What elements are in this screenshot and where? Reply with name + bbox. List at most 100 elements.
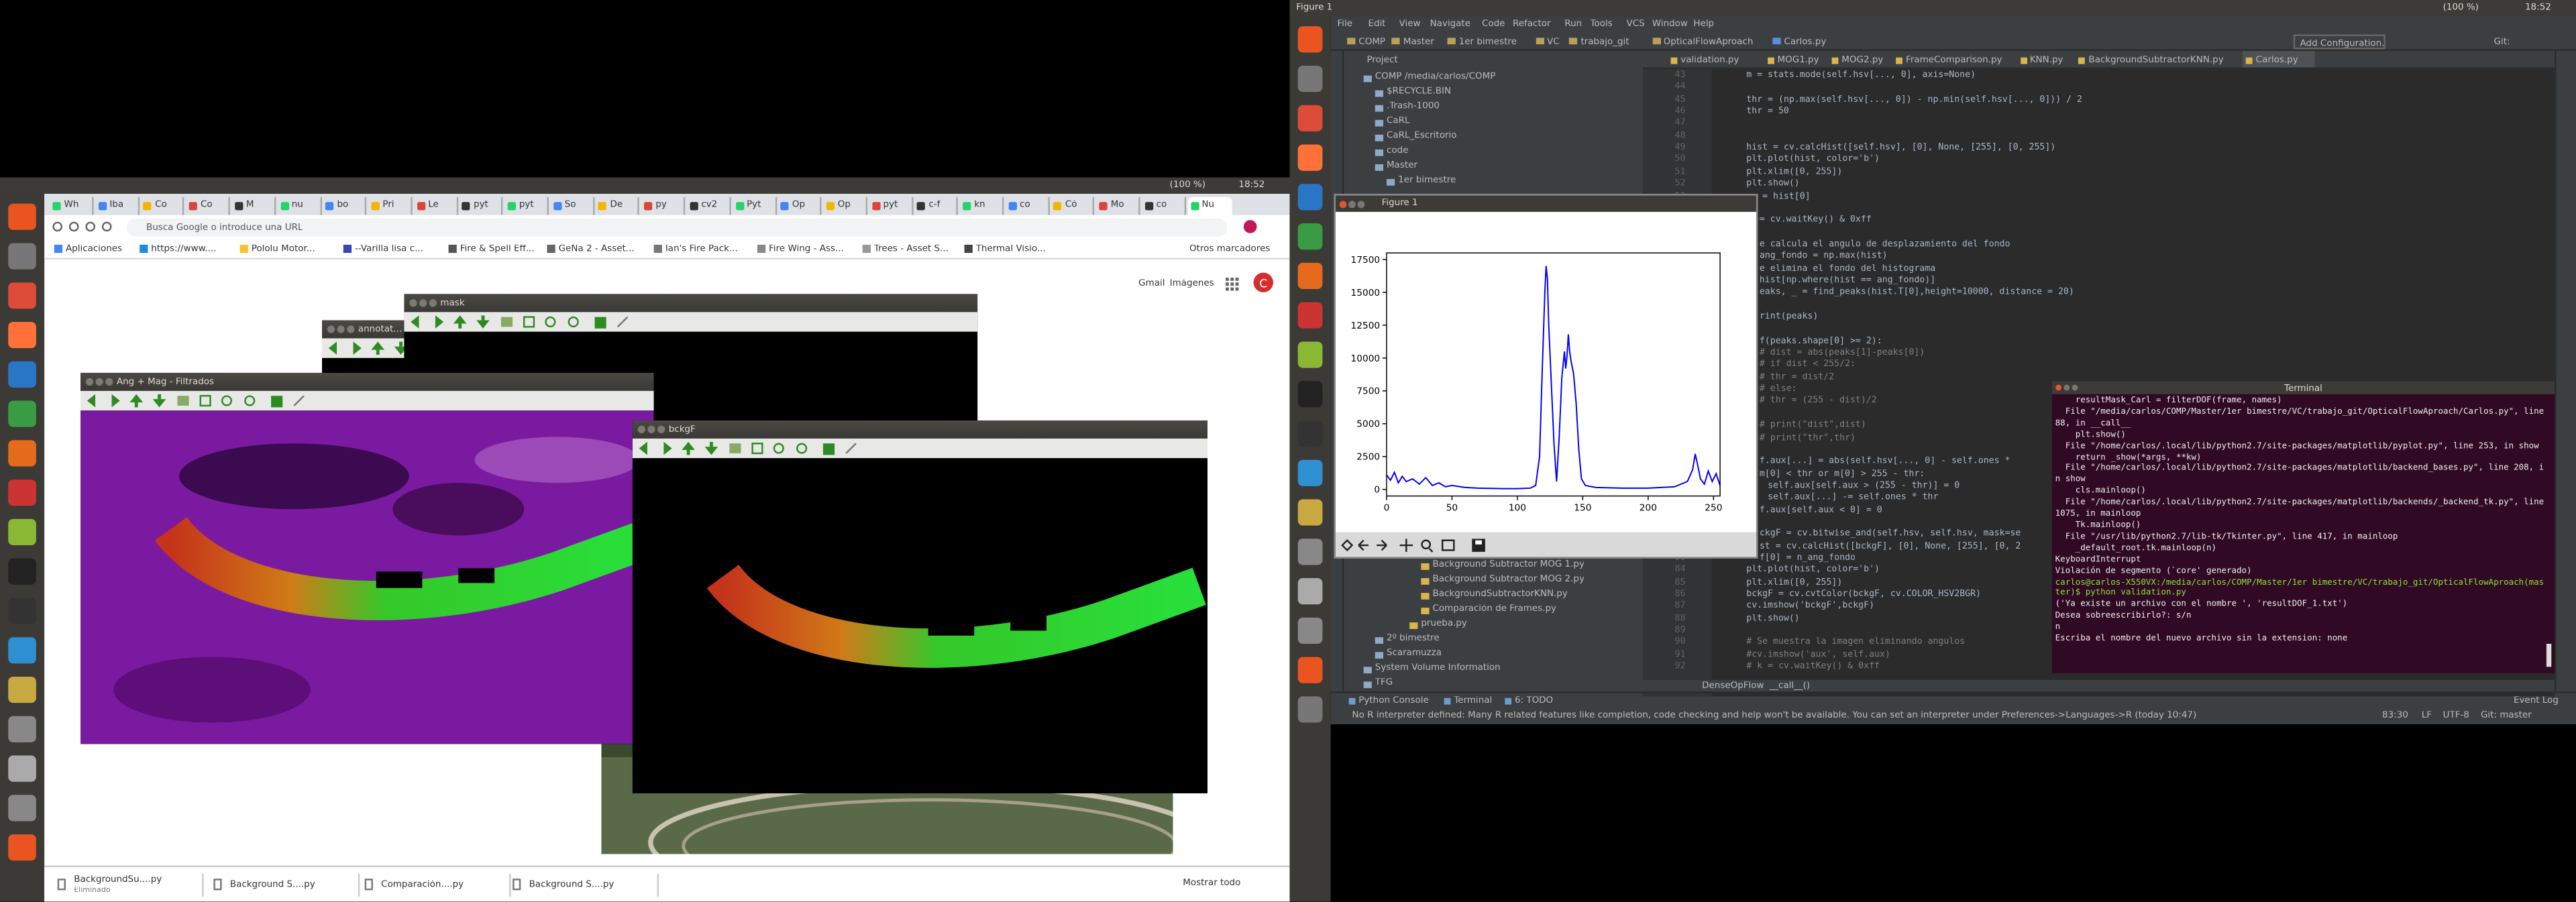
browser-tab[interactable] [1005, 196, 1050, 215]
launcher-icon[interactable] [1297, 539, 1323, 565]
download-name[interactable]: Comparación....py [381, 880, 464, 891]
tree-item[interactable]: Comparación de Frames.py [1432, 604, 1556, 614]
editor-tab[interactable]: KNN.py [2017, 51, 2072, 67]
browser-tab[interactable] [140, 196, 185, 215]
bookmark[interactable]: Trees - Asset S... [873, 244, 949, 255]
extension-icon[interactable] [1243, 220, 1257, 233]
breadcrumb-class[interactable]: DenseOpFlow [1702, 681, 1764, 692]
launcher-icon[interactable] [8, 203, 36, 230]
other-bookmarks[interactable]: Otros marcadores [1189, 244, 1271, 255]
launcher-icon[interactable] [8, 795, 36, 822]
launcher-icon[interactable] [8, 598, 36, 624]
launcher-icon[interactable] [8, 755, 36, 782]
launcher-icon[interactable] [8, 834, 36, 861]
browser-tab[interactable] [641, 196, 686, 215]
menu-item[interactable]: Tools [1590, 19, 1613, 30]
menu-item[interactable]: Help [1693, 19, 1715, 30]
browser-tab[interactable] [277, 196, 321, 215]
browser-tab[interactable] [504, 196, 549, 215]
bookmark[interactable]: Ian's Fire Pack... [665, 244, 738, 255]
menu-item[interactable]: Code [1481, 19, 1505, 30]
tool-tab[interactable]: Python Console [1358, 696, 1429, 707]
menu-item[interactable]: Window [1652, 19, 1688, 30]
browser-tab[interactable] [368, 196, 413, 215]
launcher-icon[interactable] [1297, 459, 1323, 486]
tree-item[interactable]: Master [1386, 161, 1417, 171]
launcher-icon[interactable] [8, 440, 36, 467]
launcher-icon[interactable] [1297, 657, 1323, 683]
breadcrumb-method[interactable]: __call__() [1769, 681, 1811, 692]
browser-tab[interactable] [231, 196, 276, 215]
images-link[interactable]: Imágenes [1169, 279, 1214, 290]
launcher-icon[interactable] [8, 480, 36, 506]
editor-tab[interactable]: MOG2.py [1829, 51, 1890, 67]
menu-item[interactable]: File [1337, 19, 1353, 30]
status-item[interactable]: Git: master [2480, 711, 2532, 722]
browser-tab[interactable] [1051, 196, 1095, 215]
browser-tab[interactable] [459, 196, 504, 215]
browser-tab[interactable] [1187, 196, 1232, 215]
launcher-icon[interactable] [1297, 578, 1323, 605]
tree-item[interactable]: CaRL [1386, 116, 1410, 127]
browser-tab[interactable] [95, 196, 140, 215]
editor-tab[interactable]: MOG1.py [1764, 51, 1825, 67]
browser-tab[interactable] [777, 196, 822, 215]
editor-tab[interactable]: FrameComparison.py [1892, 51, 2013, 67]
launcher-icon[interactable] [1297, 302, 1323, 329]
run-config[interactable]: Add Configuration... [2293, 34, 2385, 50]
browser-tab[interactable] [686, 196, 731, 215]
browser-tab[interactable] [1096, 196, 1140, 215]
launcher-icon[interactable] [1297, 262, 1323, 290]
breadcrumb[interactable]: Master [1403, 37, 1434, 47]
browser-tab[interactable] [550, 196, 594, 215]
avatar[interactable]: C [1253, 272, 1273, 292]
launcher-icon[interactable] [1297, 341, 1323, 368]
tree-item[interactable]: Background Subtractor MOG 1.py [1432, 560, 1585, 570]
bookmark[interactable]: GeNa 2 - Asset... [558, 244, 635, 255]
launcher-icon[interactable] [8, 518, 36, 546]
launcher-icon[interactable] [8, 637, 36, 664]
launcher-icon[interactable] [1297, 144, 1323, 171]
menu-item[interactable]: View [1399, 19, 1421, 30]
editor-tab[interactable]: validation.py [1668, 51, 1761, 67]
menu-item[interactable]: Run [1564, 19, 1582, 30]
bookmark[interactable]: Pololu Motor... [251, 244, 315, 255]
launcher-icon[interactable] [1297, 420, 1323, 447]
status-item[interactable]: 83:30 [2382, 711, 2408, 722]
launcher-icon[interactable] [8, 322, 36, 349]
tree-item[interactable]: code [1386, 146, 1409, 156]
tree-item[interactable]: TFG [1375, 678, 1393, 689]
breadcrumb[interactable]: OpticalFlowAproach [1663, 37, 1754, 47]
browser-tab[interactable] [1142, 196, 1186, 215]
launcher-icon[interactable] [1297, 184, 1323, 211]
tree-item[interactable]: System Volume Information [1375, 663, 1501, 674]
launcher-icon[interactable] [1297, 223, 1323, 250]
launcher-icon[interactable] [1297, 617, 1323, 644]
launcher-icon[interactable] [1297, 381, 1323, 408]
tree-item[interactable]: $RECYCLE.BIN [1386, 87, 1452, 97]
tree-item[interactable]: BackgroundSubtractorKNN.py [1432, 589, 1568, 600]
launcher-icon[interactable] [8, 361, 36, 388]
tree-item[interactable]: 2º bimestre [1386, 634, 1440, 644]
tree-item[interactable]: CaRL_Escritorio [1386, 131, 1457, 142]
launcher-icon[interactable] [8, 282, 36, 309]
launcher-icon[interactable] [1297, 105, 1323, 131]
launcher-icon[interactable] [1297, 499, 1323, 526]
status-item[interactable]: UTF-8 [2443, 711, 2469, 722]
browser-tab[interactable] [914, 196, 959, 215]
browser-tab[interactable] [732, 196, 777, 215]
bookmark[interactable]: --Varilla lisa c... [354, 244, 423, 255]
download-name[interactable]: BackgroundSu....py [74, 875, 162, 886]
breadcrumb[interactable]: VC [1546, 37, 1560, 47]
browser-tab[interactable] [49, 196, 94, 215]
launcher-icon[interactable] [1297, 26, 1323, 53]
bookmark[interactable]: Aplicaciones [65, 244, 123, 255]
download-name[interactable]: Background S....py [529, 880, 614, 891]
browser-tab[interactable] [595, 196, 640, 215]
bookmark[interactable]: Fire & Spell Eff... [460, 244, 535, 255]
address-bar[interactable]: Busca Google o introduce una URL [126, 218, 1228, 237]
breadcrumb[interactable]: trabajo_git [1580, 37, 1629, 47]
tree-item[interactable]: COMP /media/carlos/COMP [1375, 72, 1496, 82]
show-all-button[interactable]: Mostrar todo [1183, 879, 1241, 889]
browser-tab[interactable] [413, 196, 458, 215]
